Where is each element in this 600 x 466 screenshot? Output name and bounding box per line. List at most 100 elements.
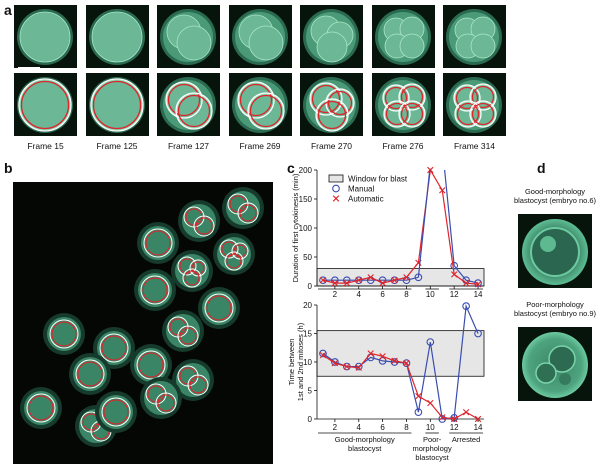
cell-outline (177, 325, 199, 347)
embryo (182, 204, 216, 238)
x-tick-label: 14 (474, 290, 483, 299)
y-tick-label: 0 (308, 282, 313, 291)
embryo-tile-annotated (85, 73, 149, 136)
panel-c-charts: 0 50 100 150 200 2 4 6 8 10 12 14 Duration of first … (287, 166, 485, 462)
automatic-point (474, 415, 482, 423)
series-line (417, 169, 431, 278)
cell-outline (101, 397, 131, 427)
frame-label: Frame 270 (310, 141, 353, 151)
manual-point (354, 362, 363, 371)
x-tick-label: 10 (426, 423, 435, 432)
x-tick-label: 12 (450, 290, 459, 299)
automatic-point (391, 277, 398, 284)
y-tick-label: 200 (299, 166, 313, 175)
series-line (322, 168, 479, 285)
cell-outline (179, 327, 197, 345)
embryo (226, 191, 260, 225)
group-label: morphology (413, 444, 452, 453)
y-tick-label: 100 (299, 224, 313, 233)
embryo-tile-annotated (300, 73, 363, 136)
cell-outline (454, 100, 482, 128)
legend-window-swatch (328, 174, 344, 183)
automatic-point (355, 364, 362, 371)
series-line (322, 276, 419, 281)
automatic-point (379, 279, 386, 287)
automatic-point (367, 350, 374, 357)
cell-outline (400, 85, 423, 109)
automatic-point (427, 399, 434, 407)
x-tick-label: 12 (450, 423, 459, 432)
manual-point (331, 358, 339, 366)
cell-outline (155, 392, 177, 414)
y-tick-label: 5 (308, 387, 313, 396)
cell-outline (103, 399, 129, 425)
cell-outline (177, 256, 197, 276)
automatic-point (379, 353, 386, 360)
automatic-point (343, 279, 351, 287)
panel-label-b: b (4, 160, 13, 176)
embryo-tile-annotated (371, 73, 435, 136)
cell-outline (231, 242, 249, 260)
cell-outline (381, 84, 410, 112)
good-blastocyst-label-2: blastocyst (embryo no.6) (513, 196, 597, 205)
cell-outline (189, 259, 207, 277)
y-tick-label: 10 (303, 358, 312, 367)
automatic-point (450, 415, 458, 423)
y-tick-label: 15 (303, 330, 312, 339)
cell-outline (99, 333, 129, 363)
x-tick-label: 14 (474, 423, 483, 432)
embryo (144, 381, 178, 415)
y-tick-label: 150 (299, 195, 313, 204)
cell-outline (184, 270, 200, 286)
y-tick-label: 50 (303, 253, 312, 262)
cell-outline (327, 90, 353, 116)
automatic-point (403, 359, 410, 367)
cell-outline (239, 83, 272, 117)
scale-bar (18, 67, 40, 70)
cell-outline (145, 230, 171, 256)
y-axis-label: Duration of first cytokinesis (min) (291, 173, 300, 282)
frame-label: Frame 269 (239, 141, 281, 151)
series-line (444, 169, 455, 266)
cell-outline (175, 92, 213, 130)
automatic-point (462, 408, 470, 416)
x-tick-label: 8 (404, 423, 409, 432)
cell-outline (182, 268, 202, 288)
cell-outline (77, 361, 103, 387)
panel-b-embryo-field (13, 182, 273, 464)
manual-point (319, 349, 327, 358)
cell-outline (471, 85, 495, 109)
automatic-point (355, 277, 362, 284)
legend-manual-label: Manual (348, 185, 374, 194)
manual-point (450, 414, 459, 422)
y-axis-label: 1st and 2nd mitoses (h) (296, 322, 305, 401)
cell-outline (317, 100, 347, 130)
x-tick-label: 2 (333, 290, 338, 299)
x-tick-label: 4 (357, 423, 362, 432)
frame-label: Frame 125 (96, 141, 138, 151)
cell-outline (101, 335, 127, 361)
x-tick-label: 8 (404, 290, 409, 299)
legend-manual-marker (332, 184, 340, 193)
cell-outline (165, 81, 203, 119)
series-line (322, 352, 479, 420)
manual-point (354, 276, 363, 285)
group-label: Good-morphology (335, 435, 395, 444)
group-label: blastocyst (348, 444, 382, 453)
panel-label-c: c (287, 160, 295, 176)
embryo (176, 363, 210, 397)
cell-outline (453, 84, 481, 112)
automatic-point (439, 187, 446, 194)
cell-outline (136, 350, 166, 380)
cell-outline (456, 102, 480, 126)
cell-outline (471, 102, 495, 126)
automatic-point (343, 363, 351, 370)
embryo-tile-annotated (14, 73, 77, 136)
poor-blastocyst-label-2: blastocyst (embryo no.9) (513, 309, 597, 318)
x-tick-label: 6 (380, 423, 385, 432)
embryo-tile-annotated (228, 73, 292, 136)
manual-point (390, 276, 399, 285)
cell-outline (397, 83, 426, 111)
y-axis-label: Time between (287, 339, 296, 386)
